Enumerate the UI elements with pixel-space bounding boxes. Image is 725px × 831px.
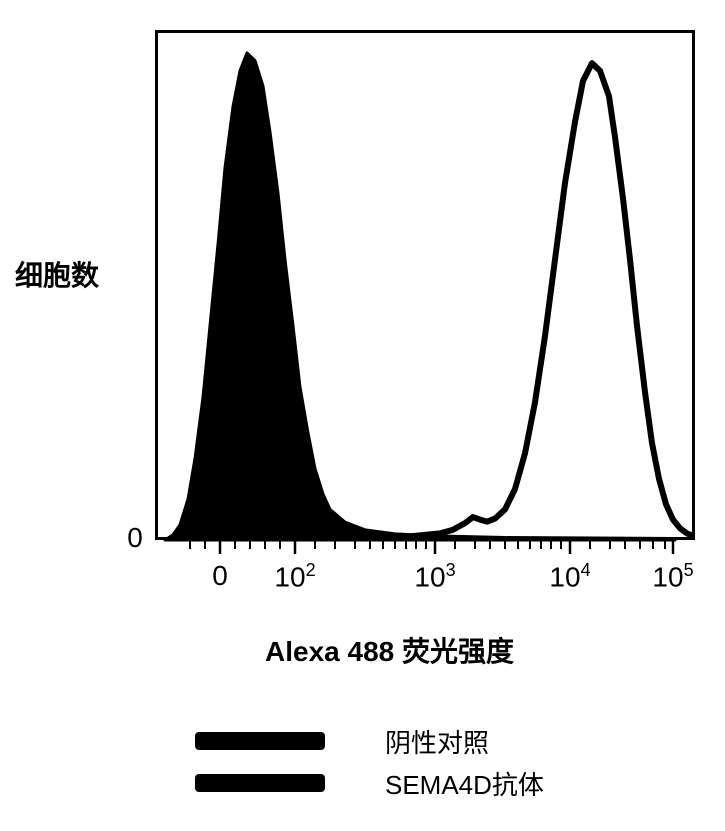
legend-row-0: 阴性对照	[195, 720, 544, 762]
legend-label-0: 阴性对照	[385, 723, 489, 760]
x-axis-ticks	[190, 540, 673, 554]
legend-row-1: SEMA4D抗体	[195, 762, 544, 804]
x-tick-0: 0	[190, 560, 250, 592]
page: 细胞数 0 0 102 103 104 105 Alexa 488 荧光强度 阴性对照 …	[0, 0, 725, 831]
legend: 阴性对照 SEMA4D抗体	[195, 720, 544, 804]
y-tick-0: 0	[120, 522, 150, 554]
y-axis-label: 细胞数	[9, 258, 105, 294]
x-tick-3: 104	[540, 560, 600, 593]
chart-plot-area	[155, 30, 695, 540]
legend-swatch-1	[195, 774, 325, 792]
x-tick-1: 102	[265, 560, 325, 593]
series-negative-control	[165, 53, 675, 540]
x-axis-label-cn: 荧光强度	[402, 636, 514, 667]
x-tick-2: 103	[405, 560, 465, 593]
legend-label-1: SEMA4D抗体	[385, 765, 544, 802]
series-sema4d-antibody	[390, 63, 695, 538]
legend-swatch-0	[195, 732, 325, 750]
series-group	[165, 53, 695, 540]
x-axis-label-en: Alexa 488	[265, 636, 394, 667]
x-axis-label: Alexa 488 荧光强度	[265, 630, 514, 670]
chart-svg	[155, 30, 695, 570]
x-tick-4: 105	[643, 560, 703, 593]
